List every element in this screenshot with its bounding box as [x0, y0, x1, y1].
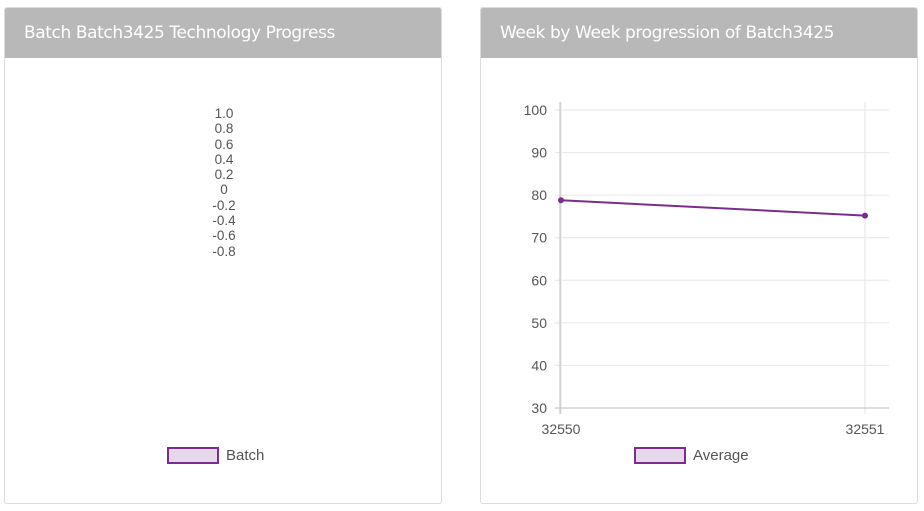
y-tick-label: 100 — [524, 102, 548, 118]
y-tick-label: 70 — [531, 230, 547, 246]
batch-progress-title: Batch Batch3425 Technology Progress — [5, 8, 441, 58]
batch-legend-label: Batch — [226, 447, 265, 464]
average-legend-swatch — [634, 447, 686, 464]
batch-y-tick-label: -0.4 — [212, 213, 236, 229]
y-tick-label: 90 — [531, 145, 547, 161]
batch-y-tick-label: -0.6 — [212, 228, 236, 244]
batch-progress-y-ticks: 1.0 0.8 0.6 0.4 0.2 0 -0.2 -0.4 -0.6 -0.8 — [5, 106, 441, 259]
batch-y-tick-label: 0.2 — [214, 167, 234, 183]
batch-legend-swatch — [167, 447, 219, 464]
batch-y-tick-label: 1.0 — [214, 106, 234, 121]
x-tick-label: 32550 — [542, 421, 581, 437]
average-series-line — [560, 199, 866, 217]
batch-y-tick-label: 0.8 — [214, 121, 234, 137]
x-tick-label: 32551 — [846, 421, 885, 437]
y-tick-label: 60 — [531, 272, 547, 288]
y-tick-label: 40 — [531, 357, 547, 373]
average-legend-label: Average — [693, 447, 749, 464]
weekly-progression-chart: 30 40 50 60 70 80 90 100 32550 32551 — [524, 102, 889, 437]
weekly-progression-title: Week by Week progression of Batch3425 — [481, 8, 917, 58]
average-legend[interactable]: Average — [634, 447, 749, 464]
y-tick-label: 80 — [531, 187, 547, 203]
average-data-point — [862, 212, 868, 219]
y-tick-label: 50 — [531, 315, 547, 331]
weekly-progression-panel: Week by Week progression of Batch3425 30… — [480, 7, 918, 504]
y-tick-label: 30 — [531, 400, 547, 416]
batch-y-tick-label: 0 — [220, 182, 228, 198]
batch-progress-panel: Batch Batch3425 Technology Progress 1.0 0… — [4, 7, 442, 504]
average-data-point — [558, 197, 564, 204]
batch-y-tick-label: 0.4 — [214, 151, 234, 167]
batch-y-tick-label: -0.8 — [212, 243, 236, 259]
batch-y-tick-label: -0.2 — [212, 197, 236, 213]
batch-legend[interactable]: Batch — [167, 447, 264, 464]
batch-y-tick-label: 0.6 — [214, 136, 234, 152]
